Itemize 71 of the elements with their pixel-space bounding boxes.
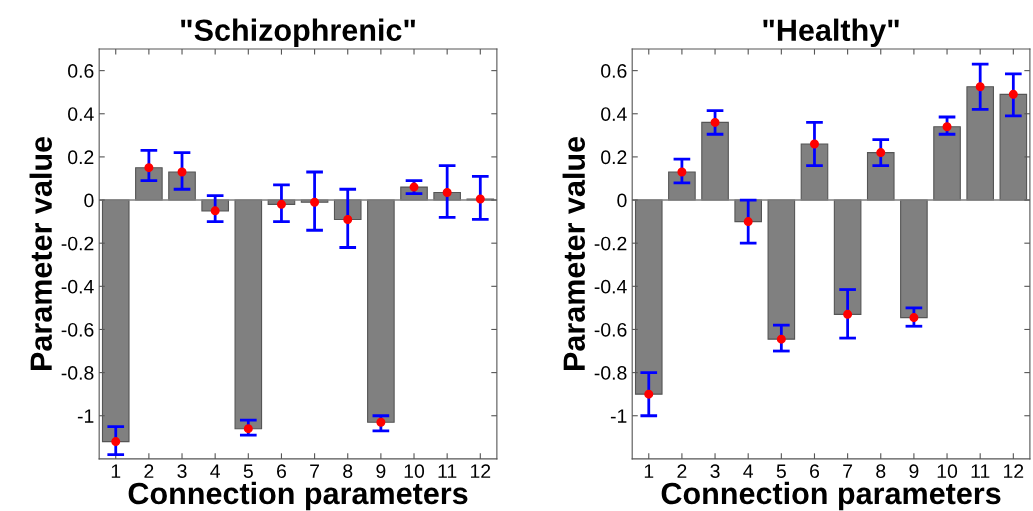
point (1008, 89, 1018, 99)
x-tick-label: 7 (843, 464, 853, 478)
point (177, 167, 187, 177)
chart-title: "Schizophrenic" (181, 18, 415, 48)
x-tick-label: 4 (210, 464, 220, 478)
x-tick-label: 6 (277, 464, 286, 479)
x-tick-label: 2 (677, 464, 687, 478)
y-axis-title: Parameter value (562, 136, 586, 370)
point (442, 187, 452, 197)
point (376, 417, 386, 427)
y-tick-label: -0.4 (594, 279, 627, 294)
x-tick-label: 9 (376, 464, 386, 479)
point (310, 197, 320, 207)
y-tick-label: -0.8 (594, 366, 627, 380)
point (475, 194, 485, 204)
x-tick-label: 10 (404, 464, 425, 479)
x-tick-label: 10 (937, 464, 958, 479)
x-axis-title: Connection parameters (128, 481, 468, 511)
x-tick-label: 8 (343, 464, 353, 479)
x-tick-label: 7 (310, 464, 320, 478)
y-tick-label: -0.6 (594, 322, 627, 337)
y-tick-label: 0 (84, 193, 94, 208)
point (111, 437, 121, 447)
x-tick-label: 12 (1004, 464, 1024, 478)
x-tick-label: 1 (644, 464, 654, 478)
point (876, 148, 886, 158)
y-tick-label: 0.6 (601, 64, 627, 78)
point (909, 313, 919, 323)
point (210, 206, 220, 216)
point (243, 424, 253, 434)
y-tick-label: -0.4 (61, 279, 94, 294)
point (343, 214, 353, 224)
y-axis-title: Parameter value (29, 136, 52, 370)
x-tick-label: 5 (243, 464, 253, 479)
x-tick-label: 11 (438, 464, 457, 478)
point (743, 217, 753, 227)
x-axis-title: Connection parameters (661, 481, 1001, 511)
y-tick-label: -0.8 (61, 366, 94, 380)
x-tick-label: 8 (876, 464, 886, 479)
y-tick-label: -1 (610, 409, 627, 423)
y-tick-label: 0.2 (601, 150, 627, 165)
x-tick-label: 4 (743, 464, 754, 478)
y-tick-label: 0.6 (68, 64, 94, 78)
y-tick-label: 0.4 (601, 107, 627, 121)
y-tick-label: -1 (77, 409, 94, 423)
x-tick-label: 11 (971, 464, 990, 478)
y-tick-label: 0.4 (68, 107, 94, 121)
x-tick-label: 3 (177, 464, 187, 479)
x-tick-label: 9 (909, 464, 919, 479)
y-tick-label: 0.2 (68, 150, 94, 165)
y-tick-label: -0.2 (594, 236, 627, 251)
x-tick-label: 5 (776, 464, 786, 479)
point (843, 309, 853, 319)
x-tick-label: 2 (144, 464, 154, 478)
point (644, 389, 654, 399)
x-tick-label: 1 (111, 464, 121, 478)
x-tick-label: 3 (710, 464, 720, 479)
point (677, 167, 687, 177)
point (809, 139, 819, 149)
y-tick-label: -0.6 (61, 322, 94, 337)
point (276, 199, 286, 209)
chart-title: "Healthy" (763, 18, 899, 48)
y-tick-label: -0.2 (61, 236, 94, 251)
point (710, 117, 720, 127)
x-tick-label: 12 (470, 464, 491, 478)
point (144, 163, 154, 173)
x-tick-label: 6 (810, 464, 820, 479)
point (776, 334, 786, 344)
point (975, 82, 985, 92)
point (942, 122, 952, 132)
y-tick-label: 0 (617, 193, 627, 208)
